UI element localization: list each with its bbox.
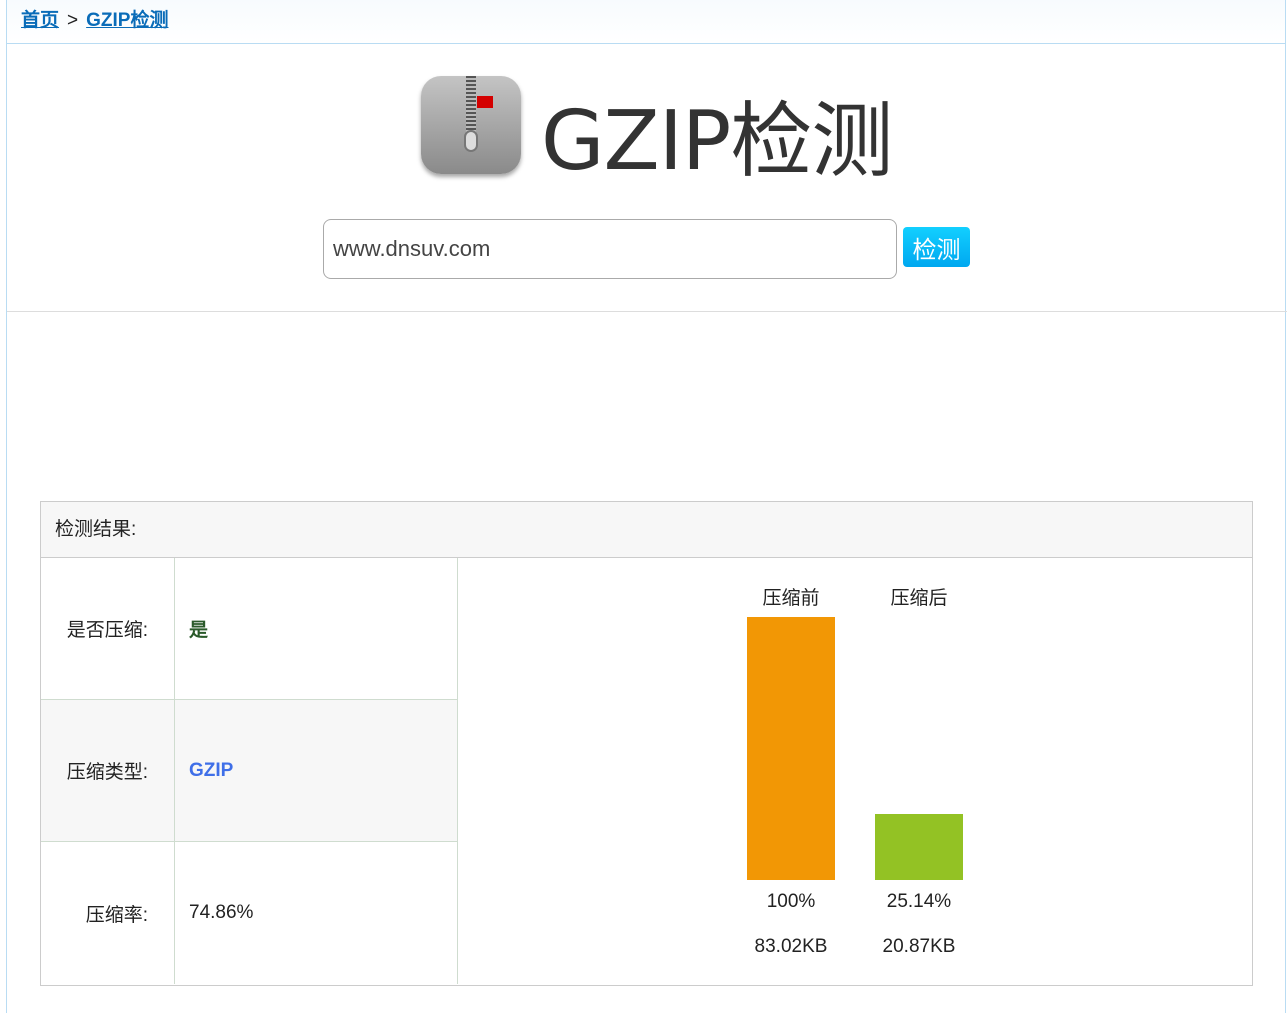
zip-archive-icon — [421, 76, 521, 174]
result-panel: 检测结果: 是否压缩: 是 压缩类型: GZIP 压缩率: 74.86% 压缩前 100… — [40, 501, 1253, 986]
result-heading: 检测结果: — [41, 502, 1252, 558]
bar — [747, 617, 835, 880]
check-button[interactable]: 检测 — [903, 227, 970, 267]
size-label: 83.02KB — [754, 936, 828, 957]
row-value: GZIP — [175, 700, 458, 841]
value-label: 25.14% — [886, 891, 952, 912]
row-value: 是 — [175, 558, 458, 699]
breadcrumb-separator: > — [67, 10, 79, 31]
breadcrumb-home-link[interactable]: 首页 — [21, 10, 60, 31]
breadcrumb-current-link[interactable]: GZIP检测 — [86, 10, 169, 31]
row-value: 74.86% — [175, 842, 458, 984]
page-frame: 首页>GZIP检测 GZIP检测 检测 检测结果: 是否压缩:是 压缩类型:GZ… — [6, 0, 1287, 1013]
bar — [875, 813, 963, 880]
category-label: 压缩后 — [890, 588, 948, 609]
url-input[interactable] — [323, 219, 897, 279]
row-label: 压缩类型: — [41, 700, 175, 841]
page-title: GZIP检测 — [541, 94, 893, 189]
category-label: 压缩前 — [762, 588, 820, 609]
result-table: 是否压缩: 是 压缩类型: GZIP 压缩率: 74.86% — [41, 558, 458, 984]
breadcrumb: 首页 > GZIP检测 — [7, 0, 1285, 44]
value-label: 100% — [766, 891, 816, 912]
row-label: 压缩率: — [41, 842, 175, 984]
size-chart: 压缩前 100% 83.02KB 压缩后 25.14% 20.87KB — [458, 558, 1253, 986]
size-label: 20.87KB — [882, 936, 956, 957]
table-row: 压缩类型: GZIP — [41, 700, 458, 842]
row-label: 是否压缩: — [41, 558, 175, 699]
table-row: 压缩率: 74.86% — [41, 842, 458, 984]
table-row: 是否压缩: 是 — [41, 558, 458, 700]
hero-section: GZIP检测 检测 — [7, 44, 1287, 312]
